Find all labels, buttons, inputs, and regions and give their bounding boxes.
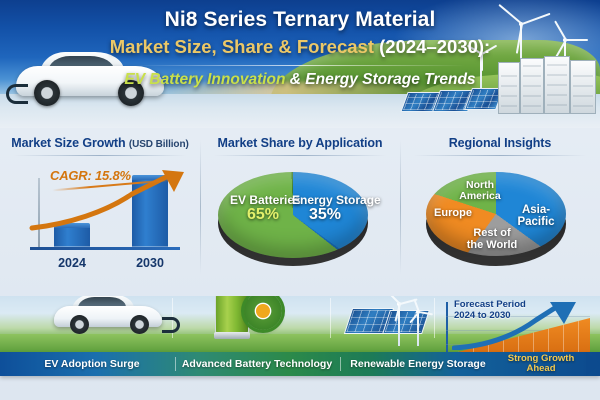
pie-label-north-america: North America [459, 179, 501, 203]
panels-row: Market Size Growth (USD Billion) 2024 20… [0, 130, 600, 288]
panel-title-text: Market Size Growth [11, 136, 126, 150]
charging-cable-icon [162, 317, 180, 333]
page-subtitle: Market Size, Share & Forecast (2024–2030… [0, 36, 600, 58]
pie-label-text: Energy Storage [292, 193, 381, 207]
growth-arrow-icon: CAGR: 15.8% [28, 168, 196, 232]
tagline-rest: & Energy Storage Trends [285, 71, 476, 88]
scene-divider [330, 298, 331, 338]
pie-label-europe: Europe [434, 207, 472, 219]
panel-subtitle-text: (USD Billion) [128, 139, 189, 150]
panel-title-underline [414, 155, 586, 156]
caption-separator [175, 357, 176, 371]
bar-2024 [54, 223, 90, 247]
caption-ev-adoption: EV Adoption Surge [44, 357, 140, 370]
application-pie-chart: EV Batteries 65% Energy Storage 35% [200, 156, 400, 274]
bar-label-2024: 2024 [58, 256, 86, 270]
pie-value-text: 35% [308, 205, 342, 223]
wind-turbine-icon [384, 296, 418, 346]
battery-rack-icon [520, 58, 544, 114]
regional-pie-chart: North America Asia- Pacific Europe Rest of… [400, 156, 600, 274]
panel-title-underline [14, 155, 186, 156]
header-banner: Ni8 Series Ternary Material Market Size,… [0, 0, 600, 128]
caption-strong-growth: Strong Growth Ahead [507, 352, 575, 374]
battery-rack-icon [570, 60, 596, 114]
pie-value-text: 65% [246, 205, 280, 223]
panel-title-regional: Regional Insights [448, 136, 552, 150]
electric-car-illustration [6, 48, 171, 110]
bar-label-2030: 2030 [136, 256, 164, 270]
page-tagline: EV Battery Innovation & Energy Storage T… [0, 71, 600, 89]
forecast-mini-chart: Forecast Period 2024 to 2030 [434, 298, 594, 356]
panel-title-market-share: Market Share by Application [217, 136, 383, 150]
cagr-label: CAGR: 15.8% [50, 168, 131, 183]
forecast-line1: Forecast Period [454, 299, 526, 310]
bottom-strip: Forecast Period 2024 to 2030 EV Adoption… [0, 296, 600, 380]
wind-turbine-icon [406, 298, 433, 346]
wind-turbine-icon [466, 44, 498, 98]
page-title: Ni8 Series Ternary Material [164, 8, 436, 31]
ev-car-illustration [48, 296, 180, 336]
subtitle-years: (2024–2030): [379, 36, 491, 57]
pie-label-energy-storage: Energy Storage 35% [292, 194, 381, 223]
caption-renewable-storage: Renewable Energy Storage [350, 357, 486, 370]
forecast-line2: 2024 to 2030 [454, 309, 511, 321]
caption-separator [340, 357, 341, 371]
scene-divider [434, 298, 435, 338]
panel-market-share: Market Share by Application EV Batteries… [200, 130, 400, 288]
forecast-gridline [446, 316, 590, 317]
title-divider [135, 65, 465, 66]
pie-label-ev-batteries: EV Batteries 65% [230, 194, 301, 223]
battery-rack-icon [544, 56, 570, 114]
charging-plug-icon [6, 84, 28, 104]
pie-surface [218, 172, 368, 258]
panel-title-market-size: Market Size Growth (USD Billion) [0, 136, 200, 150]
caption-ribbon: EV Adoption Surge Advanced Battery Techn… [0, 352, 600, 376]
caption-battery-tech: Advanced Battery Technology [181, 357, 333, 370]
battery-rack-icon [498, 62, 520, 114]
panel-regional-insights: Regional Insights North America Asia- Paci… [400, 130, 600, 288]
pie-label-asia-pacific: Asia- Pacific [517, 204, 555, 229]
forecast-period-label: Forecast Period 2024 to 2030 [454, 299, 526, 322]
chart-x-axis [30, 247, 180, 250]
forecast-arrow-icon [451, 302, 584, 351]
pie-surface [426, 172, 566, 256]
pie-label-rest-of-world: Rest of the World [466, 227, 518, 251]
forecast-axis [446, 302, 448, 352]
tagline-highlight: EV Battery Innovation [124, 71, 286, 88]
gear-recycle-icon [244, 296, 282, 330]
bar-chart: 2024 2030 CAGR: 15.8% [0, 156, 200, 274]
pie-label-text: EV Batteries [230, 193, 301, 207]
panel-market-size-growth: Market Size Growth (USD Billion) 2024 20… [0, 130, 200, 288]
chart-y-axis [38, 178, 40, 248]
panel-title-underline [214, 155, 386, 156]
subtitle-main: Market Size, Share & Forecast [109, 36, 380, 57]
bottom-scene: Forecast Period 2024 to 2030 [0, 296, 600, 358]
